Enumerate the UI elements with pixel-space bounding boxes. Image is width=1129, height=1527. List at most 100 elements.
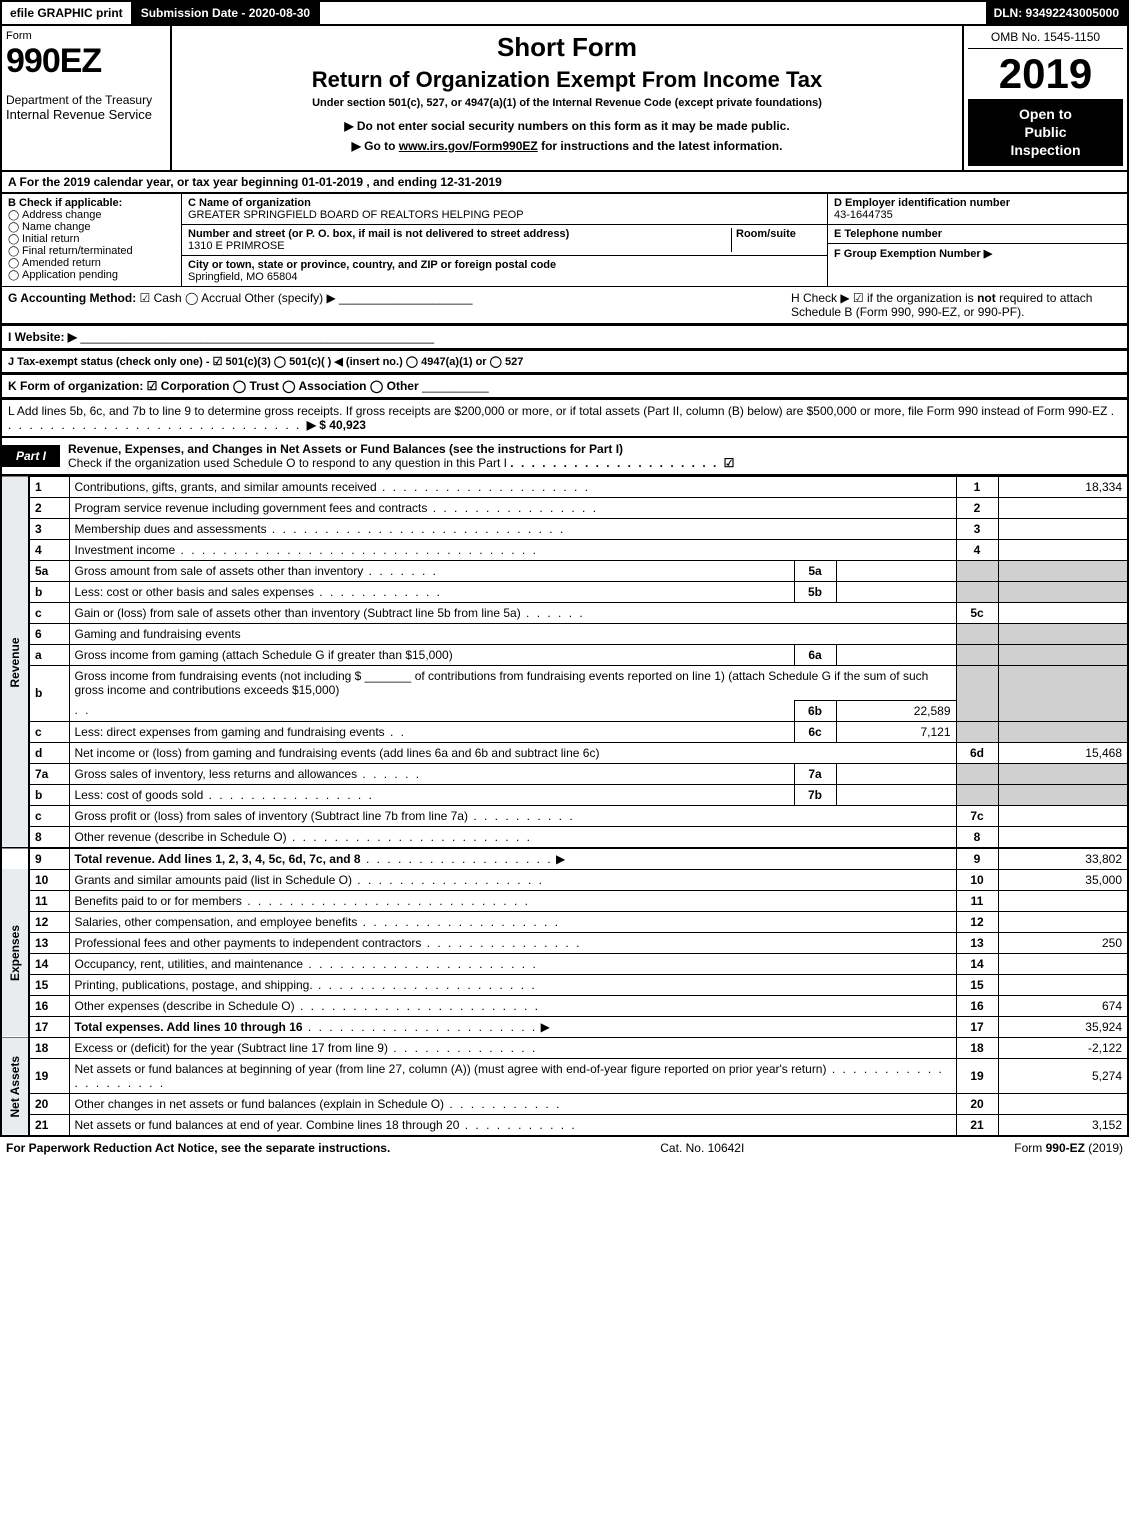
l19-col: 19 — [956, 1058, 998, 1093]
l18-col: 18 — [956, 1037, 998, 1058]
l19-amount: 5,274 — [998, 1058, 1128, 1093]
l6b-label-pre: Gross income from fundraising events (no… — [75, 669, 365, 683]
l3-col: 3 — [956, 518, 998, 539]
chk-final-return[interactable]: Final return/terminated — [8, 245, 175, 257]
goto-link[interactable]: www.irs.gov/Form990EZ — [399, 139, 538, 153]
l5c-col: 5c — [956, 602, 998, 623]
l11-amount — [998, 890, 1128, 911]
k-label: K Form of organization: ☑ Corporation ◯ … — [8, 379, 419, 393]
chk-amended-return[interactable]: Amended return — [8, 257, 175, 269]
section-b-label: B Check if applicable: — [8, 197, 175, 209]
l7a-label: Gross sales of inventory, less returns a… — [75, 767, 358, 781]
l8-num: 8 — [29, 826, 69, 848]
l20-label: Other changes in net assets or fund bala… — [75, 1097, 445, 1111]
l3-num: 3 — [29, 518, 69, 539]
l9-col: 9 — [956, 848, 998, 870]
l6b-sub: 6b — [794, 700, 836, 721]
p1-dots: . . . . . . . . . . . . . . . . . . . . — [510, 456, 723, 470]
l7b-subval — [836, 784, 956, 805]
l5b-shade — [956, 581, 998, 602]
l12-num: 12 — [29, 911, 69, 932]
netassets-sidebar: Net Assets — [1, 1037, 29, 1136]
part1-title-text: Revenue, Expenses, and Changes in Net As… — [68, 442, 623, 456]
l15-amount — [998, 974, 1128, 995]
l7a-shade — [956, 763, 998, 784]
open-to-public: Open to Public Inspection — [968, 99, 1123, 166]
l13-num: 13 — [29, 932, 69, 953]
l6c-label: Less: direct expenses from gaming and fu… — [75, 725, 385, 739]
l18-label: Excess or (deficit) for the year (Subtra… — [75, 1041, 388, 1055]
l5a-label: Gross amount from sale of assets other t… — [75, 564, 364, 578]
efile-print[interactable]: efile GRAPHIC print — [2, 2, 133, 24]
l7c-amount — [998, 805, 1128, 826]
return-title: Return of Organization Exempt From Incom… — [182, 67, 952, 93]
l16-col: 16 — [956, 995, 998, 1016]
g-other[interactable]: Other (specify) ▶ — [244, 291, 335, 305]
dln: DLN: 93492243005000 — [986, 2, 1127, 24]
footer-left: For Paperwork Reduction Act Notice, see … — [6, 1141, 390, 1155]
l10-num: 10 — [29, 869, 69, 890]
l15-num: 15 — [29, 974, 69, 995]
l6b-shade — [956, 665, 998, 721]
l17-amount: 35,924 — [998, 1016, 1128, 1037]
line-j: J Tax-exempt status (check only one) - ☑… — [0, 350, 1129, 374]
header-right: OMB No. 1545-1150 2019 Open to Public In… — [962, 26, 1127, 170]
l4-label: Investment income — [75, 543, 176, 557]
l7a-sub: 7a — [794, 763, 836, 784]
l9-num: 9 — [29, 848, 69, 870]
l15-col: 15 — [956, 974, 998, 995]
l-amount: ▶ $ 40,923 — [307, 418, 366, 432]
g-cash[interactable]: Cash — [140, 291, 182, 305]
l6a-num: a — [29, 644, 69, 665]
l5b-num: b — [29, 581, 69, 602]
l11-num: 11 — [29, 890, 69, 911]
part1-checkmark[interactable]: ☑ — [724, 456, 735, 470]
section-b: B Check if applicable: Address change Na… — [2, 194, 182, 286]
l6-num: 6 — [29, 623, 69, 644]
form-header: Form 990EZ Department of the Treasury In… — [0, 26, 1129, 172]
l11-col: 11 — [956, 890, 998, 911]
entity-info-grid: B Check if applicable: Address change Na… — [0, 194, 1129, 286]
dept-treasury: Department of the Treasury — [6, 93, 166, 107]
open-line1: Open to — [972, 105, 1119, 123]
l16-label: Other expenses (describe in Schedule O) — [75, 999, 295, 1013]
g-accrual[interactable]: Accrual — [185, 291, 241, 305]
l5b-label: Less: cost or other basis and sales expe… — [75, 585, 314, 599]
ein: 43-1644735 — [834, 209, 893, 221]
chk-initial-return[interactable]: Initial return — [8, 233, 175, 245]
l12-amount — [998, 911, 1128, 932]
l6-shade — [956, 623, 998, 644]
short-form-title: Short Form — [182, 32, 952, 63]
l6a-subval — [836, 644, 956, 665]
l5a-num: 5a — [29, 560, 69, 581]
l6d-num: d — [29, 742, 69, 763]
header-left: Form 990EZ Department of the Treasury In… — [2, 26, 172, 170]
l15-label: Printing, publications, postage, and shi… — [75, 978, 313, 992]
l10-label: Grants and similar amounts paid (list in… — [75, 873, 352, 887]
l7c-num: c — [29, 805, 69, 826]
chk-application-pending[interactable]: Application pending — [8, 269, 175, 281]
l3-amount — [998, 518, 1128, 539]
h-not: not — [977, 291, 996, 305]
l14-amount — [998, 953, 1128, 974]
l5c-label: Gain or (loss) from sale of assets other… — [75, 606, 521, 620]
line-k: K Form of organization: ☑ Corporation ◯ … — [0, 374, 1129, 399]
l7a-num: 7a — [29, 763, 69, 784]
l4-col: 4 — [956, 539, 998, 560]
line-l: L Add lines 5b, 6c, and 7b to line 9 to … — [0, 399, 1129, 438]
l13-label: Professional fees and other payments to … — [75, 936, 422, 950]
goto-post: for instructions and the latest informat… — [538, 139, 783, 153]
l1-amount: 18,334 — [998, 476, 1128, 497]
chk-address-change[interactable]: Address change — [8, 209, 175, 221]
l19-num: 19 — [29, 1058, 69, 1093]
l10-amount: 35,000 — [998, 869, 1128, 890]
tax-year-bar: A For the 2019 calendar year, or tax yea… — [0, 172, 1129, 194]
part1-tab: Part I — [2, 445, 60, 467]
l5b-sub: 5b — [794, 581, 836, 602]
l13-amount: 250 — [998, 932, 1128, 953]
part1-title: Revenue, Expenses, and Changes in Net As… — [60, 438, 742, 474]
section-def: D Employer identification number 43-1644… — [827, 194, 1127, 286]
chk-name-change[interactable]: Name change — [8, 221, 175, 233]
l17-label: Total expenses. Add lines 10 through 16 — [75, 1020, 303, 1034]
footer-mid: Cat. No. 10642I — [660, 1141, 744, 1155]
